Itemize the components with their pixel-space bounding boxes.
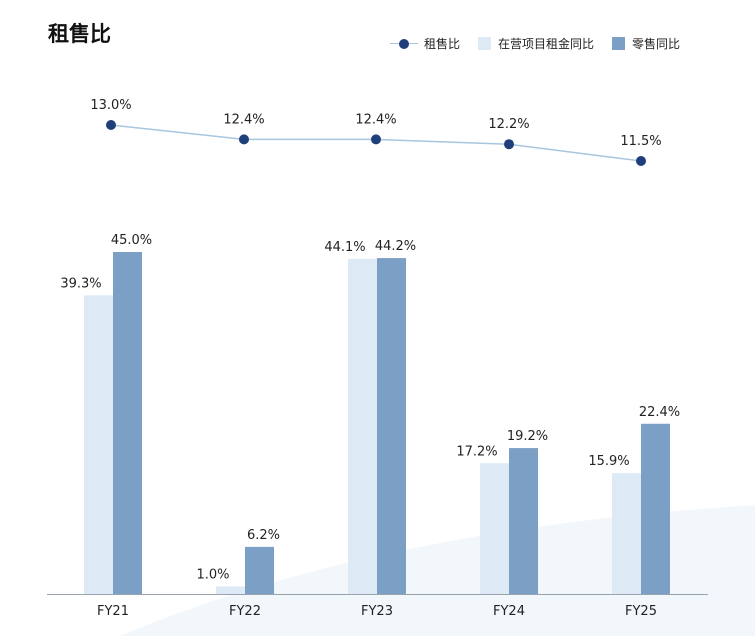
bar-1-label-FY24: 17.2%: [456, 444, 497, 459]
chart-title: 租售比: [48, 22, 111, 46]
x-tick-FY24: FY24: [493, 604, 525, 619]
bar-2-label-FY25: 22.4%: [639, 405, 680, 420]
bar-2-label-FY23: 44.2%: [375, 239, 416, 254]
bar-1-FY24: [480, 463, 509, 594]
line-label-FY22: 12.4%: [223, 112, 264, 127]
line-point-FY23: [371, 134, 381, 145]
line-point-FY25: [636, 156, 646, 166]
bar-2-FY24: [509, 448, 538, 594]
legend-swatch-bar2: [612, 37, 626, 50]
legend-swatch-bar1: [478, 37, 492, 50]
legend-label-bar1: 在营项目租金同比: [498, 37, 595, 51]
line-label-FY24: 12.2%: [488, 117, 529, 132]
line-point-FY24: [504, 139, 514, 150]
bar-2-FY21: [113, 252, 142, 594]
bar-1-label-FY23: 44.1%: [324, 240, 365, 255]
legend-item-line: 租售比: [390, 35, 460, 52]
bar-2-FY25: [641, 423, 670, 594]
chart-legend: 租售比 在营项目租金同比 零售同比: [390, 35, 680, 52]
bar-2-label-FY24: 19.2%: [507, 429, 548, 444]
legend-item-bar1: 在营项目租金同比: [478, 35, 594, 52]
legend-label-bar2: 零售同比: [632, 37, 681, 51]
bar-1-label-FY22: 1.0%: [196, 567, 229, 582]
bar-2-FY23: [377, 258, 406, 594]
bar-1-FY23: [348, 258, 377, 594]
x-tick-FY23: FY23: [361, 604, 393, 619]
bar-2-label-FY22: 6.2%: [247, 528, 280, 543]
bar-2-FY22: [245, 546, 274, 594]
x-tick-FY21: FY21: [97, 604, 129, 619]
bar-1-label-FY25: 15.9%: [588, 454, 629, 469]
bar-1-FY21: [84, 295, 113, 594]
legend-item-bar2: 零售同比: [612, 35, 680, 52]
line-point-FY22: [239, 134, 249, 145]
line-point-FY21: [106, 120, 116, 130]
x-tick-FY22: FY22: [229, 604, 261, 619]
bar-1-label-FY21: 39.3%: [60, 276, 101, 291]
x-tick-FY25: FY25: [625, 604, 657, 619]
bar-2-label-FY21: 45.0%: [111, 233, 152, 248]
line-label-FY23: 12.4%: [355, 112, 396, 127]
legend-line-marker: [390, 38, 418, 50]
bar-1-FY25: [612, 473, 641, 594]
legend-label-line: 租售比: [424, 37, 461, 51]
line-label-FY21: 13.0%: [90, 98, 131, 113]
line-label-FY25: 11.5%: [620, 134, 661, 149]
bar-1-FY22: [216, 586, 245, 594]
background-wave: [120, 505, 755, 636]
